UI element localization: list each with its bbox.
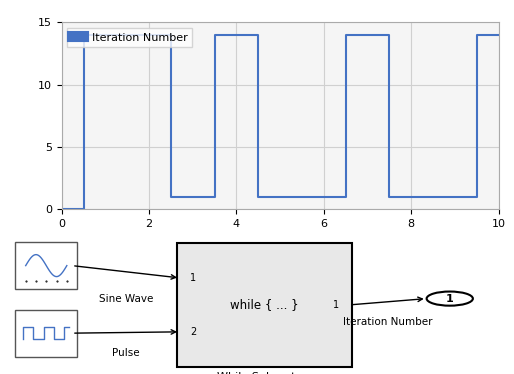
Text: 1: 1: [333, 300, 339, 310]
FancyBboxPatch shape: [177, 243, 352, 367]
Circle shape: [427, 292, 473, 306]
Text: 1: 1: [190, 273, 196, 283]
FancyBboxPatch shape: [15, 242, 77, 289]
FancyBboxPatch shape: [15, 310, 77, 357]
Text: While Subsystem: While Subsystem: [216, 372, 313, 374]
Text: 1: 1: [446, 294, 454, 304]
Text: Pulse: Pulse: [112, 347, 140, 358]
Text: while { ... }: while { ... }: [230, 298, 299, 312]
Legend: Iteration Number: Iteration Number: [67, 28, 192, 47]
Text: 2: 2: [190, 327, 196, 337]
Text: Sine Wave: Sine Wave: [99, 294, 153, 304]
Text: Iteration Number: Iteration Number: [343, 318, 433, 328]
